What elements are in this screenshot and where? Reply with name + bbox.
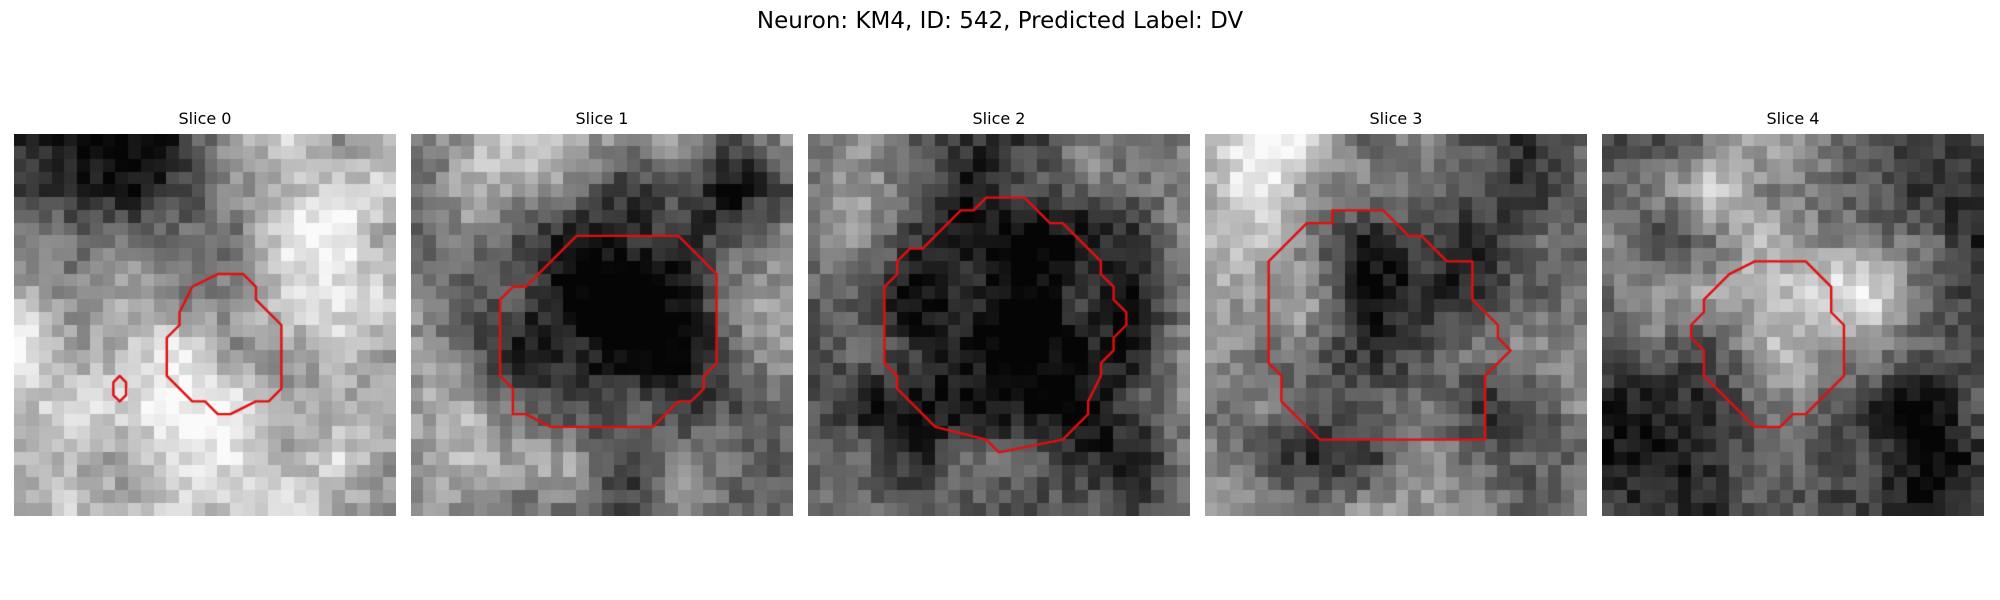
slice-image-3 xyxy=(1205,134,1587,516)
slice-image-0 xyxy=(14,134,396,516)
slice-title-4: Slice 4 xyxy=(1766,109,1820,128)
slice-image-2 xyxy=(808,134,1190,516)
slice-image-1 xyxy=(411,134,793,516)
slice-title-0: Slice 0 xyxy=(178,109,232,128)
slice-title-1: Slice 1 xyxy=(575,109,629,128)
slice-image-4 xyxy=(1602,134,1984,516)
slice-title-2: Slice 2 xyxy=(972,109,1026,128)
figure-title: Neuron: KM4, ID: 542, Predicted Label: D… xyxy=(756,8,1244,34)
slice-panel-3: Slice 3 xyxy=(1205,108,1587,516)
slice-panel-1: Slice 1 xyxy=(411,108,793,516)
slice-title-3: Slice 3 xyxy=(1369,109,1423,128)
slice-panel-2: Slice 2 xyxy=(808,108,1190,516)
slice-panel-4: Slice 4 xyxy=(1602,108,1984,516)
slice-panel-0: Slice 0 xyxy=(14,108,396,516)
